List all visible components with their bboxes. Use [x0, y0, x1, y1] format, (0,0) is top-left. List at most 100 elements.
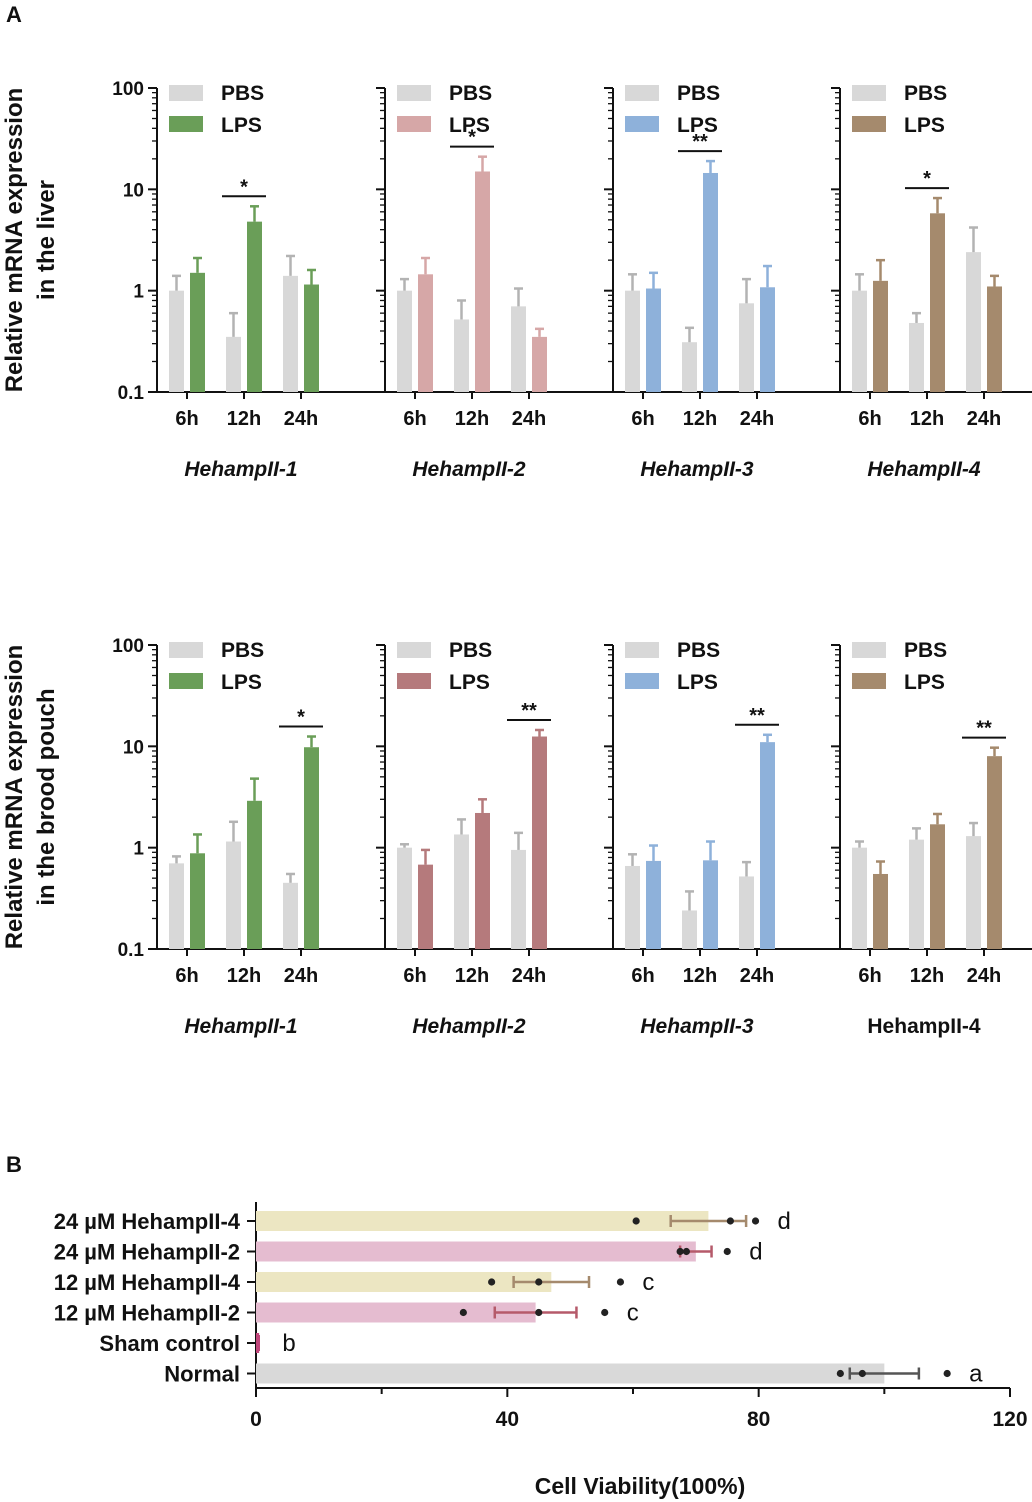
y-tick-label: 1 [133, 839, 144, 860]
pbs-bar [397, 847, 412, 949]
expression-chart-hehampii-2: 6h 12h 24h * PBS LPS HehampII-2 [376, 82, 613, 481]
legend-swatch-pbs [397, 85, 431, 101]
lps-bar [987, 756, 1002, 949]
viability-bar [256, 1363, 885, 1384]
x-tick-label: 6h [631, 965, 654, 987]
lps-bar [873, 873, 888, 949]
x-axis-label: Cell Viability(100%) [535, 1473, 746, 1499]
lps-bar [418, 864, 433, 949]
legend-swatch-pbs [625, 642, 659, 658]
pbs-bar [682, 910, 697, 949]
x-tick-label: 12h [455, 408, 489, 430]
x-tick-label: 0 [250, 1408, 262, 1431]
lps-bar [418, 274, 433, 392]
x-tick-label: 12h [683, 408, 717, 430]
significance-letter: b [282, 1330, 295, 1357]
category-label: Normal [164, 1362, 240, 1387]
expression-chart-hehampii-4: 6h 12h 24h ** PBS LPS HehampII-4 [831, 639, 1032, 1038]
pbs-bar [852, 290, 867, 392]
pbs-bar [625, 865, 640, 949]
data-point [943, 1369, 951, 1378]
x-tick-label: 12h [227, 965, 261, 987]
pbs-bar [511, 306, 526, 392]
data-point [836, 1369, 844, 1378]
pbs-bar [852, 847, 867, 949]
data-point [601, 1308, 609, 1317]
category-label: 12 µM HehampII-2 [54, 1301, 240, 1326]
legend-label-lps: LPS [221, 671, 262, 694]
legend-swatch-pbs [852, 642, 886, 658]
x-tick-label: 24h [967, 965, 1001, 987]
error-bar [256, 1335, 260, 1351]
lps-bar [475, 171, 490, 392]
significance-marker: ** [976, 718, 992, 740]
x-tick-label: 24h [740, 408, 774, 430]
x-tick-label: 6h [858, 408, 881, 430]
pbs-bar [283, 882, 298, 949]
significance-marker: ** [749, 705, 765, 727]
panel-label-b: B [6, 1152, 22, 1177]
gene-label: HehampII-1 [184, 1015, 297, 1038]
x-tick-label: 24h [512, 408, 546, 430]
y-tick-label: 10 [123, 180, 144, 201]
lps-bar [760, 742, 775, 949]
pbs-bar [909, 839, 924, 949]
legend-swatch-pbs [625, 85, 659, 101]
x-tick-label: 40 [496, 1408, 519, 1431]
data-point [632, 1217, 640, 1225]
legend-label-pbs: PBS [904, 639, 947, 662]
pbs-bar [226, 336, 241, 392]
gene-label: HehampII-2 [412, 458, 526, 481]
legend-swatch-pbs [169, 85, 203, 101]
y-tick-label: 0.1 [118, 940, 145, 961]
category-label: 12 µM HehampII-4 [54, 1270, 241, 1295]
legend-label-pbs: PBS [904, 82, 947, 105]
significance-marker: * [240, 176, 248, 198]
lps-bar [703, 172, 718, 392]
y-axis-label: in the liver [33, 180, 60, 300]
lps-bar [703, 860, 718, 949]
expression-chart-hehampii-3: 6h 12h 24h ** PBS LPS HehampII-3 [604, 639, 841, 1038]
legend-label-pbs: PBS [221, 639, 264, 662]
x-tick-label: 12h [683, 965, 717, 987]
pbs-bar [454, 834, 469, 949]
data-point [751, 1217, 760, 1225]
expression-chart-hehampii-3: 6h 12h 24h ** PBS LPS HehampII-3 [604, 82, 841, 481]
x-tick-label: 80 [747, 1408, 770, 1431]
gene-label: HehampII-3 [640, 1015, 754, 1038]
x-tick-label: 6h [403, 408, 426, 430]
pbs-bar [283, 275, 298, 392]
legend-label-lps: LPS [449, 671, 490, 694]
lps-bar [190, 272, 205, 392]
legend-swatch-pbs [169, 642, 203, 658]
x-tick-label: 24h [284, 965, 318, 987]
y-tick-label: 100 [112, 636, 144, 657]
legend-swatch-lps [169, 116, 203, 132]
data-point [488, 1278, 496, 1286]
gene-label: HehampII-4 [867, 1015, 981, 1038]
lps-bar [532, 736, 547, 949]
lps-bar [646, 288, 661, 392]
viability-bar [256, 1211, 709, 1231]
lps-bar [987, 286, 1002, 392]
legend-swatch-pbs [852, 85, 886, 101]
x-tick-label: 6h [631, 408, 654, 430]
pbs-bar [682, 342, 697, 392]
brood-pouch-expression-row: Relative mRNA expression in the brood pou… [1, 636, 1032, 1038]
pbs-bar [226, 841, 241, 949]
legend-swatch-pbs [397, 642, 431, 658]
data-point [682, 1247, 691, 1256]
legend-swatch-lps [625, 673, 659, 689]
data-point [535, 1308, 543, 1317]
x-tick-label: 24h [740, 965, 774, 987]
x-tick-label: 12h [455, 965, 489, 987]
data-point [723, 1247, 731, 1256]
pbs-bar [169, 290, 184, 392]
legend-label-pbs: PBS [221, 82, 264, 105]
category-label: 24 µM HehampII-2 [54, 1240, 240, 1265]
y-axis-label: in the brood pouch [33, 688, 60, 905]
gene-label: HehampII-1 [184, 458, 297, 481]
panel-label-a: A [6, 2, 22, 27]
lps-bar [646, 860, 661, 949]
pbs-bar [397, 290, 412, 392]
